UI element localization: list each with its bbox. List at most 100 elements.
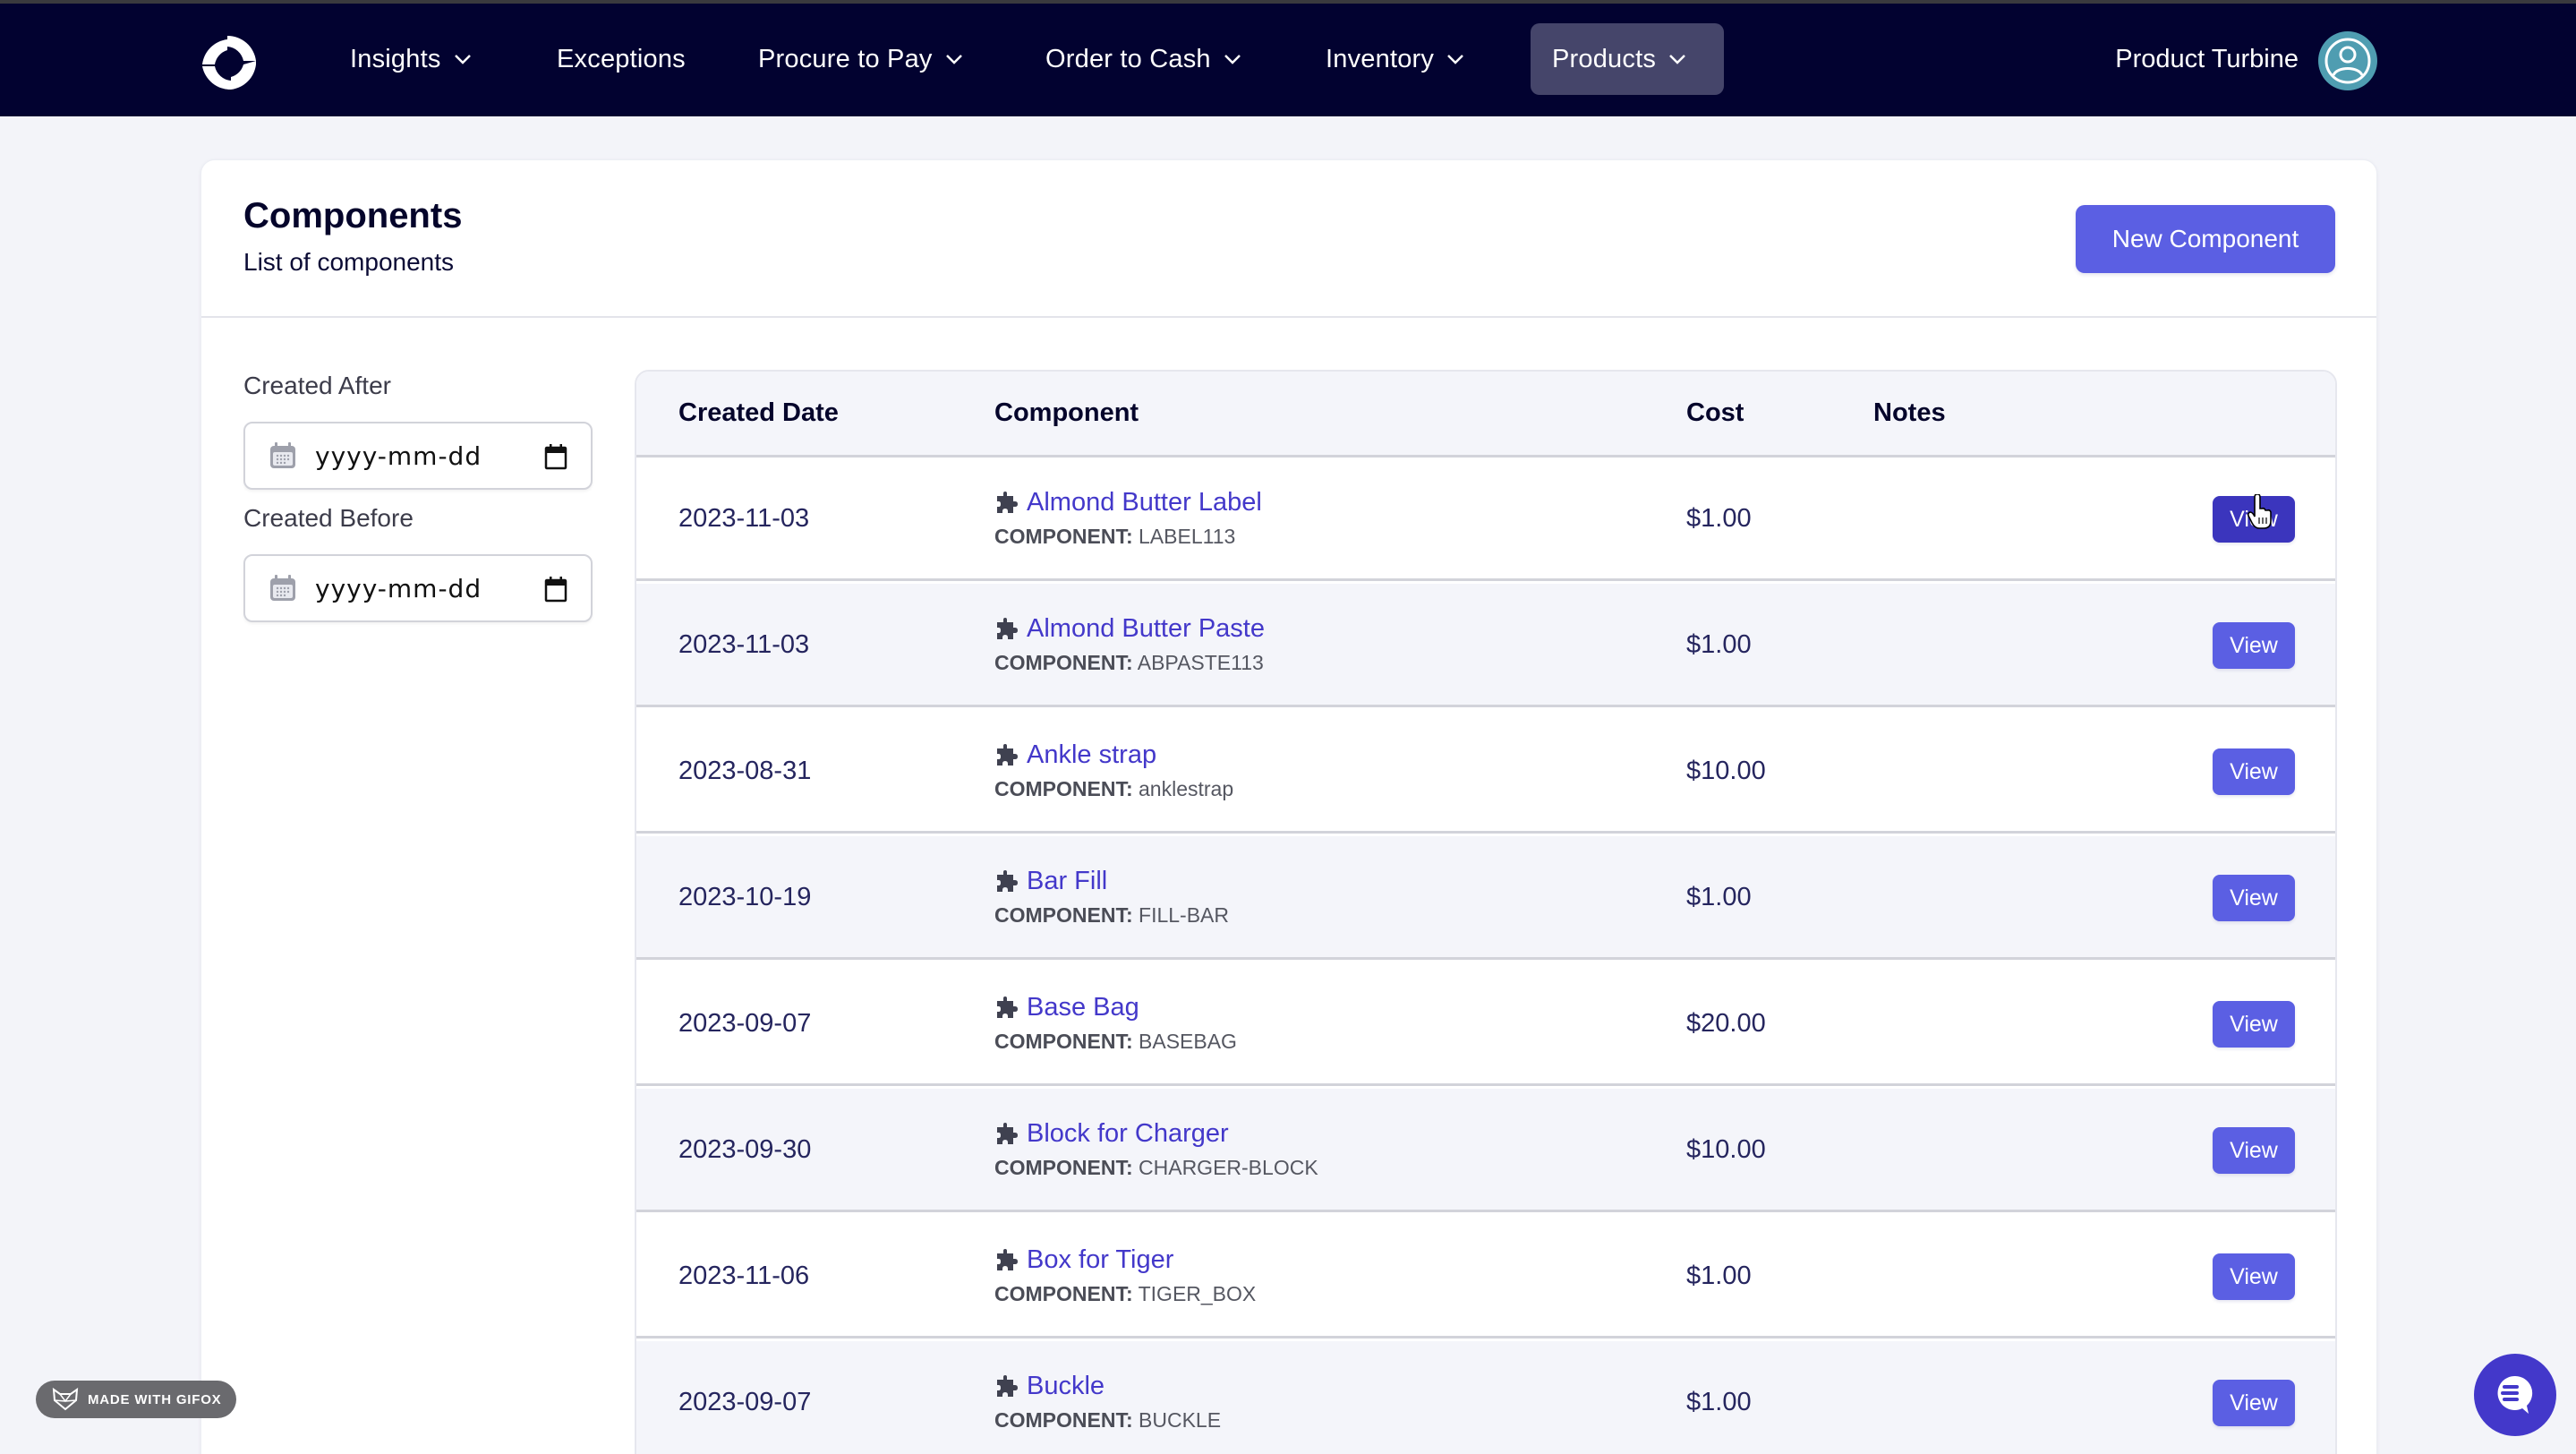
calendar-picker-icon[interactable]: [544, 443, 567, 470]
nav-procure-to-pay[interactable]: Procure to Pay: [737, 23, 985, 95]
table-row: 2023-11-03 Almond Butter Paste COMPONENT: …: [636, 584, 2335, 707]
column-cost[interactable]: Cost: [1686, 398, 1744, 427]
component-link[interactable]: Bar Fill: [1027, 867, 1108, 895]
column-notes[interactable]: Notes: [1873, 398, 1946, 427]
created-after-input[interactable]: yyyy-mm-dd: [243, 422, 593, 490]
created-date-cell: 2023-09-07: [678, 1009, 812, 1038]
component-code-label: COMPONENT:: [994, 1282, 1133, 1305]
created-date-cell: 2023-10-19: [678, 883, 812, 911]
component-link[interactable]: Almond Butter Label: [1027, 488, 1262, 517]
top-nav: Insights Exceptions Procure to Pay Order…: [0, 4, 2576, 116]
nav-products[interactable]: Products: [1531, 23, 1724, 95]
component-link[interactable]: Base Bag: [1027, 993, 1139, 1022]
user-name: Product Turbine: [2115, 44, 2299, 73]
component-code: COMPONENT: FILL-BAR: [994, 903, 1229, 928]
column-created-date[interactable]: Created Date: [678, 398, 839, 427]
component-link[interactable]: Box for Tiger: [1027, 1245, 1174, 1274]
fox-icon: [52, 1388, 79, 1411]
table-header: Created Date Component Cost Notes: [636, 372, 2335, 458]
card-header: Components List of components New Compon…: [201, 160, 2376, 318]
created-after-label: Created After: [243, 372, 391, 399]
cost-cell: $1.00: [1686, 1388, 1752, 1416]
component-cell: Box for Tiger COMPONENT: TIGER_BOX: [994, 1245, 1256, 1306]
component-link[interactable]: Ankle strap: [1027, 740, 1157, 769]
page-title: Components: [243, 196, 463, 235]
created-before-input[interactable]: yyyy-mm-dd: [243, 554, 593, 622]
view-button[interactable]: View: [2213, 622, 2295, 669]
nav-insights-label: Insights: [350, 44, 441, 73]
table-row: 2023-11-03 Almond Butter Label COMPONENT: …: [636, 458, 2335, 581]
puzzle-piece-icon: [997, 996, 1018, 1018]
table-row: 2023-09-30 Block for Charger COMPONENT: CH…: [636, 1089, 2335, 1212]
cost-cell: $1.00: [1686, 504, 1752, 533]
gifox-watermark: MADE WITH GIFOX: [36, 1381, 236, 1418]
view-button[interactable]: View: [2213, 1127, 2295, 1174]
puzzle-piece-icon: [997, 491, 1018, 513]
chevron-down-icon: [1224, 55, 1241, 64]
created-date-cell: 2023-09-30: [678, 1135, 812, 1164]
created-date-cell: 2023-08-31: [678, 757, 812, 785]
component-cell: Ankle strap COMPONENT: anklestrap: [994, 740, 1233, 801]
component-link[interactable]: Buckle: [1027, 1372, 1105, 1400]
component-code-value: CHARGER-BLOCK: [1139, 1156, 1318, 1179]
component-code: COMPONENT: BUCKLE: [994, 1408, 1221, 1433]
calendar-icon: [270, 442, 295, 468]
gifox-label: MADE WITH GIFOX: [88, 1391, 222, 1407]
component-code-value: ABPASTE113: [1137, 651, 1264, 674]
component-code-value: anklestrap: [1139, 777, 1234, 800]
nav-exceptions[interactable]: Exceptions: [535, 23, 707, 95]
puzzle-piece-icon: [997, 617, 1018, 639]
created-date-cell: 2023-11-06: [678, 1262, 810, 1290]
component-cell: Almond Butter Paste COMPONENT: ABPASTE113: [994, 614, 1265, 675]
view-button[interactable]: View: [2213, 496, 2295, 543]
component-code-value: BASEBAG: [1139, 1030, 1237, 1053]
user-menu[interactable]: Product Turbine: [2115, 23, 2299, 95]
component-code: COMPONENT: CHARGER-BLOCK: [994, 1156, 1318, 1180]
view-button[interactable]: View: [2213, 875, 2295, 921]
component-code: COMPONENT: LABEL113: [994, 525, 1262, 549]
nav-inventory[interactable]: Inventory: [1304, 23, 1486, 95]
component-code-label: COMPONENT:: [994, 777, 1133, 800]
component-link[interactable]: Block for Charger: [1027, 1119, 1229, 1148]
calendar-icon: [270, 575, 295, 601]
component-code-label: COMPONENT:: [994, 525, 1133, 548]
component-cell: Bar Fill COMPONENT: FILL-BAR: [994, 867, 1229, 928]
component-code-value: LABEL113: [1139, 525, 1236, 548]
created-date-cell: 2023-11-03: [678, 504, 810, 533]
view-button[interactable]: View: [2213, 1380, 2295, 1426]
component-cell: Base Bag COMPONENT: BASEBAG: [994, 993, 1237, 1054]
logo-icon[interactable]: [195, 30, 263, 95]
table-row: 2023-11-06 Box for Tiger COMPONENT: TIGER_…: [636, 1215, 2335, 1339]
cost-cell: $1.00: [1686, 883, 1752, 911]
calendar-picker-icon[interactable]: [544, 576, 567, 603]
components-card: Components List of components New Compon…: [200, 159, 2377, 1454]
component-code: COMPONENT: TIGER_BOX: [994, 1282, 1256, 1306]
nav-procure-to-pay-label: Procure to Pay: [758, 44, 933, 73]
component-cell: Buckle COMPONENT: BUCKLE: [994, 1372, 1221, 1433]
table-row: 2023-08-31 Ankle strap COMPONENT: anklestr…: [636, 710, 2335, 834]
nav-order-to-cash[interactable]: Order to Cash: [1024, 23, 1263, 95]
component-cell: Almond Butter Label COMPONENT: LABEL113: [994, 488, 1262, 549]
component-code-label: COMPONENT:: [994, 903, 1133, 927]
component-code-value: FILL-BAR: [1139, 903, 1229, 927]
view-button[interactable]: View: [2213, 748, 2295, 795]
component-code-label: COMPONENT:: [994, 1030, 1133, 1053]
nav-exceptions-label: Exceptions: [557, 44, 686, 73]
chevron-down-icon: [1669, 55, 1685, 64]
nav-order-to-cash-label: Order to Cash: [1045, 44, 1211, 73]
created-before-label: Created Before: [243, 504, 414, 532]
component-code-label: COMPONENT:: [994, 1156, 1133, 1179]
view-button[interactable]: View: [2213, 1253, 2295, 1300]
new-component-button[interactable]: New Component: [2076, 205, 2335, 273]
user-circle-icon: [2324, 38, 2371, 84]
chevron-down-icon: [454, 55, 471, 64]
column-component[interactable]: Component: [994, 398, 1139, 427]
component-code: COMPONENT: ABPASTE113: [994, 651, 1265, 675]
nav-insights[interactable]: Insights: [328, 23, 493, 95]
chat-bubble-icon: [2497, 1375, 2533, 1414]
component-link[interactable]: Almond Butter Paste: [1027, 614, 1265, 643]
avatar[interactable]: [2318, 31, 2377, 90]
chat-button[interactable]: [2474, 1354, 2556, 1436]
created-date-cell: 2023-09-07: [678, 1388, 812, 1416]
view-button[interactable]: View: [2213, 1001, 2295, 1048]
